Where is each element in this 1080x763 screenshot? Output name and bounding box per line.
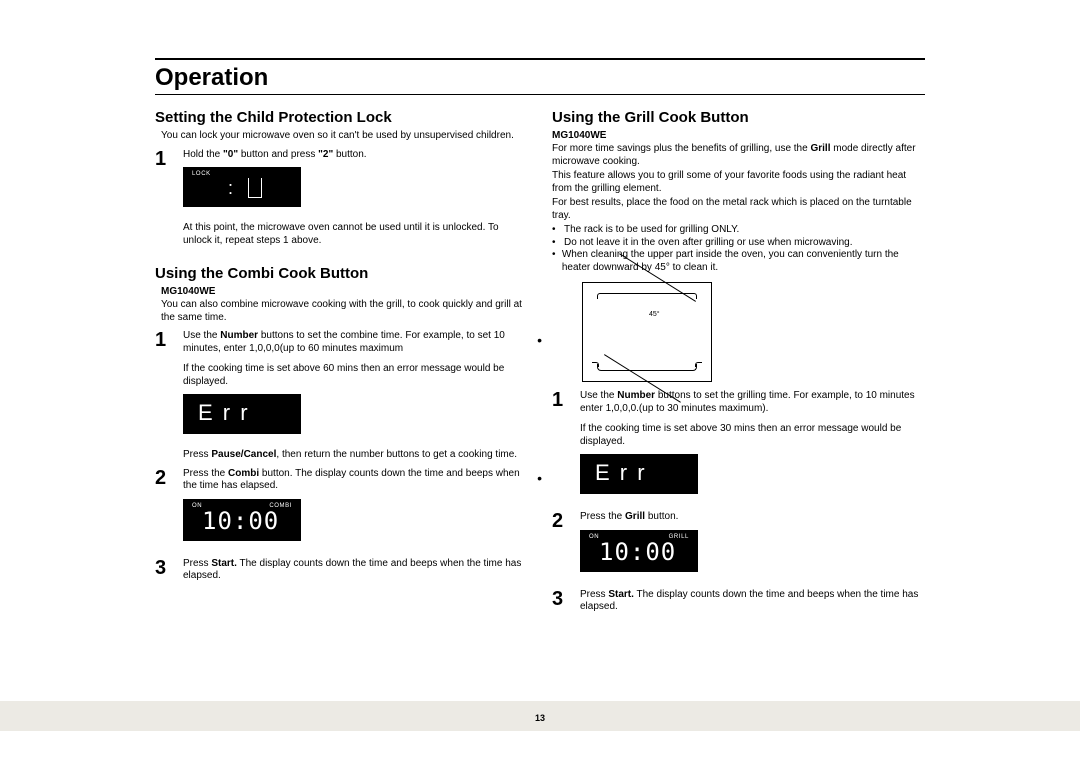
heading-child-lock: Setting the Child Protection Lock	[155, 109, 528, 126]
lock-after-text: At this point, the microwave oven cannot…	[183, 222, 528, 247]
page-number: 13	[0, 713, 1080, 723]
heater-diagram: 45°	[582, 282, 712, 382]
page-content: Operation Setting the Child Protection L…	[155, 58, 925, 614]
grill-step-1: 1 Use the Number buttons to set the gril…	[552, 390, 925, 505]
display-err-combi: E r r	[183, 394, 301, 434]
grill-model: MG1040WE	[552, 130, 925, 141]
angle-label: 45°	[649, 311, 660, 318]
lock-step-1: 1 Hold the "0" button and press "2" butt…	[155, 149, 528, 248]
time-value: 10:00	[599, 538, 676, 566]
step-number: 3	[552, 589, 570, 609]
display-combi-time: ON COMBI 10:00	[183, 499, 301, 541]
display-lock: LOCK :	[183, 167, 301, 207]
step-number: 2	[552, 511, 570, 531]
time-value: 10:00	[202, 507, 279, 535]
display-grill-time: ON GRILL 10:00	[580, 530, 698, 572]
bullet-icon: •	[537, 332, 542, 348]
combi-step-3: 3 Press Start. The display counts down t…	[155, 558, 528, 583]
bullet-icon: •	[537, 470, 542, 486]
grill-bullet-2: •Do not leave it in the oven after grill…	[552, 237, 925, 250]
grill-step1-text: Use the Number buttons to set the grilli…	[580, 390, 925, 415]
step-number: 1	[155, 149, 173, 169]
lock-step1-text: Hold the "0" button and press "2" button…	[183, 149, 528, 162]
on-label: ON	[589, 534, 599, 540]
grill-step-3: 3 Press Start. The display counts down t…	[552, 589, 925, 614]
step-number: 1	[155, 330, 173, 350]
grill-step3-text: Press Start. The display counts down the…	[580, 589, 925, 614]
lock-icon	[248, 178, 262, 198]
left-column: Setting the Child Protection Lock You ca…	[155, 109, 528, 614]
grill-step1-note: If the cooking time is set above 30 mins…	[580, 423, 925, 448]
combi-step2-text: Press the Combi button. The display coun…	[183, 468, 528, 493]
heading-combi: Using the Combi Cook Button	[155, 265, 528, 282]
combi-step-1: 1 Use the Number buttons to set the comb…	[155, 330, 528, 462]
grill-p3: For best results, place the food on the …	[552, 197, 925, 222]
colon-icon: :	[228, 178, 233, 199]
grill-p1: For more time savings plus the benefits …	[552, 143, 925, 168]
err-text: E r r	[198, 400, 250, 426]
top-rule	[155, 58, 925, 60]
combi-step1-text: Use the Number buttons to set the combin…	[183, 330, 528, 355]
grill-p2: This feature allows you to grill some of…	[552, 170, 925, 195]
combi-step1-note: If the cooking time is set above 60 mins…	[183, 363, 528, 388]
step-number: 1	[552, 390, 570, 410]
combi-after-err: Press Pause/Cancel, then return the numb…	[183, 449, 528, 462]
grill-step2-text: Press the Grill button.	[580, 511, 925, 524]
grill-step-2: 2 Press the Grill button. ON GRILL 10:00	[552, 511, 925, 583]
page-title: Operation	[155, 64, 925, 95]
display-err-grill: E r r	[580, 454, 698, 494]
display-lock-label: LOCK	[192, 171, 211, 177]
combi-intro: You can also combine microwave cooking w…	[161, 299, 528, 324]
heading-grill: Using the Grill Cook Button	[552, 109, 925, 126]
step-number: 3	[155, 558, 173, 578]
two-columns: Setting the Child Protection Lock You ca…	[155, 109, 925, 614]
combi-step-2: 2 Press the Combi button. The display co…	[155, 468, 528, 552]
on-label: ON	[192, 503, 202, 509]
step-number: 2	[155, 468, 173, 488]
child-lock-intro: You can lock your microwave oven so it c…	[161, 130, 528, 143]
right-column: Using the Grill Cook Button MG1040WE For…	[552, 109, 925, 614]
grill-bullet-1: •The rack is to be used for grilling ONL…	[552, 224, 925, 237]
combi-model: MG1040WE	[161, 286, 528, 297]
err-text: E r r	[595, 460, 647, 486]
grill-bullet-3: •When cleaning the upper part inside the…	[552, 249, 925, 274]
combi-step3-text: Press Start. The display counts down the…	[183, 558, 528, 583]
